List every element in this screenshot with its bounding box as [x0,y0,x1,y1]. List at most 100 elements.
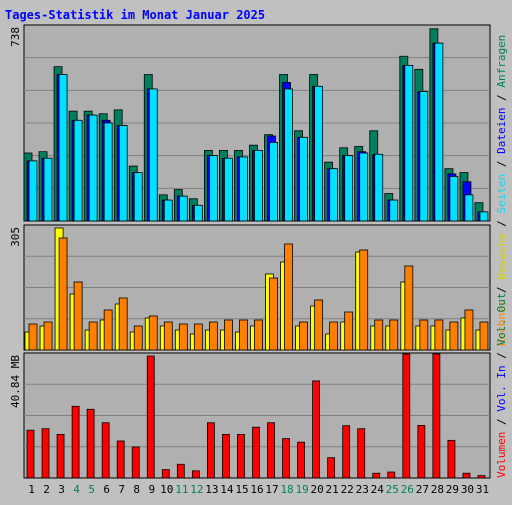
legend-item-besuche: Besuche [495,233,508,279]
bar-volumen-day-16 [252,426,260,479]
x-tick-label: 19 [295,483,308,496]
x-tick-label: 23 [356,483,369,496]
legend-item-volumen: Volumen [495,432,508,478]
legend-item-seiten: Seiten [495,174,508,214]
bar-rechner-day-12 [193,323,203,351]
bar-rechner-day-26 [404,265,414,351]
bar-seiten-day-23 [359,152,369,222]
x-tick-label: 18 [280,483,293,496]
x-tick-label: 14 [220,483,234,496]
x-tick-label: 4 [73,483,80,496]
bar-volumen-day-31 [477,475,486,479]
bar-volumen-day-13 [206,422,215,479]
x-tick-label: 13 [205,483,218,496]
x-tick-label: 12 [190,483,203,496]
legend-vertical: Rechner / Besuche / Seiten / Dateien / A… [495,35,508,346]
panel-visits: 305 [9,224,491,351]
x-tick-label: 30 [461,483,474,496]
chart-title: Tages-Statistik im Monat Januar 2025 [5,8,265,22]
bar-volumen-day-30 [462,472,471,479]
x-tick-label: 20 [311,483,324,496]
bar-seiten-day-31 [479,211,489,222]
bar-rechner-day-23 [359,249,369,351]
bar-seiten-day-2 [43,157,53,222]
bar-rechner-day-6 [103,309,113,351]
bar-rechner-day-31 [479,321,489,351]
bar-volumen-day-21 [327,457,336,479]
bar-volumen-day-24 [372,472,381,479]
bar-seiten-day-8 [133,172,143,222]
bar-rechner-day-5 [88,321,98,351]
bar-seiten-day-25 [389,199,399,222]
bar-seiten-day-28 [434,42,444,222]
x-tick-label: 5 [88,483,95,496]
bar-rechner-day-27 [419,319,429,351]
bar-rechner-day-2 [43,321,53,351]
ymax-label: 40.84 MB [9,355,22,408]
bar-rechner-day-4 [73,281,83,351]
legend-separator: / [495,88,508,108]
legend-item-rechner: Rechner [495,299,508,346]
x-tick-label: 21 [326,483,339,496]
bar-seiten-day-1 [28,160,38,222]
bar-seiten-day-26 [404,64,414,222]
bar-volumen-day-28 [432,353,441,479]
bar-volumen-day-29 [447,439,456,479]
x-tick-label: 1 [28,483,35,496]
bar-seiten-day-14 [224,157,233,222]
bar-seiten-day-30 [464,194,474,222]
bar-seiten-day-24 [374,153,384,222]
x-tick-label: 8 [133,483,140,496]
bar-rechner-day-8 [133,325,143,351]
x-tick-label: 7 [118,483,125,496]
bar-volumen-day-3 [56,433,65,479]
bar-volumen-day-8 [131,446,140,479]
bar-seiten-day-6 [103,122,113,222]
bar-rechner-day-21 [329,321,339,351]
bar-rechner-day-28 [434,319,444,351]
bar-volumen-day-7 [116,440,125,479]
bar-volumen-day-9 [146,355,155,479]
legend-item-dateien: Dateien [495,108,508,154]
bar-rechner-day-22 [344,311,354,351]
panel-requests: 738 [9,24,491,222]
legend-separator: / [495,412,508,432]
x-tick-label: 17 [265,483,278,496]
bar-rechner-day-1 [28,323,38,351]
legend-separator: / [495,154,508,174]
x-tick-label: 31 [476,483,489,496]
bar-rechner-day-15 [239,319,248,351]
bar-seiten-day-20 [314,85,324,222]
bar-seiten-day-4 [73,119,83,222]
bar-seiten-day-9 [148,88,158,222]
ymax-label: 305 [9,227,22,247]
bar-seiten-day-27 [419,91,429,222]
x-tick-label: 10 [160,483,173,496]
bar-volumen-day-14 [222,433,230,479]
bar-seiten-day-11 [178,195,188,222]
bar-rechner-day-13 [208,321,218,351]
bar-volumen-day-10 [161,469,170,479]
bar-volumen-day-20 [312,380,321,479]
bar-seiten-day-16 [254,149,263,222]
x-tick-label: 27 [416,483,429,496]
bar-seiten-day-5 [88,114,98,222]
x-tick-label: 28 [431,483,444,496]
bar-volumen-day-12 [191,470,200,479]
bar-volumen-day-5 [86,408,95,479]
bar-volumen-day-1 [26,429,35,479]
bar-volumen-day-27 [417,425,426,479]
bar-rechner-day-24 [374,319,384,351]
legend-vertical: Volumen / Vol. In / Vol. Out [495,293,508,478]
bar-seiten-day-7 [118,125,128,222]
bar-seiten-day-12 [193,204,203,222]
x-tick-label: 29 [446,483,459,496]
bar-rechner-day-7 [118,297,128,351]
bar-volumen-day-26 [402,353,411,479]
bar-volumen-day-2 [41,428,50,479]
bar-rechner-day-30 [464,309,474,351]
bar-rechner-day-3 [58,237,68,351]
bar-rechner-day-16 [254,319,263,351]
x-tick-label: 25 [386,483,399,496]
